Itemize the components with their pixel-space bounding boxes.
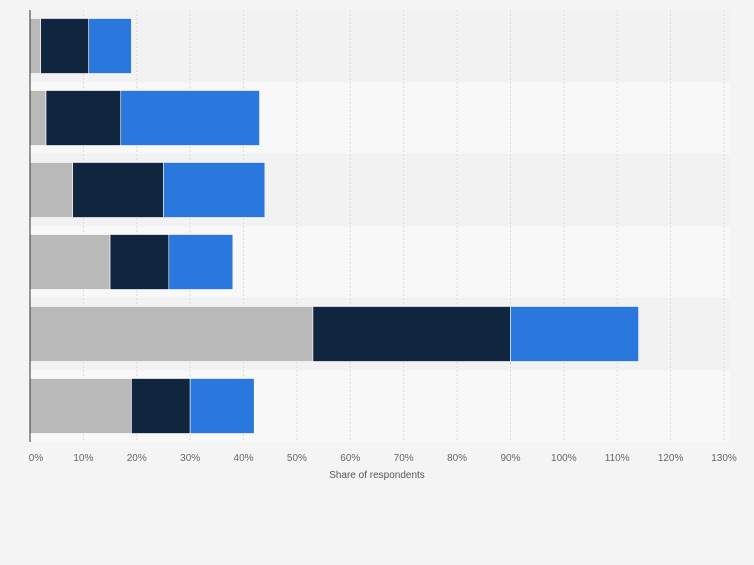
x-tick-label: 110% [605,453,630,464]
bar-row1-series3[interactable] [88,18,132,74]
bars [29,18,639,434]
x-tick-label: 60% [340,453,360,464]
bar-row3-series1[interactable] [29,162,74,218]
bar-row6-series3[interactable] [189,378,255,434]
x-axis-title: Share of respondents [329,470,425,481]
x-tick-label: 10% [73,453,93,464]
bar-row2-series1[interactable] [29,90,47,146]
gridlines [82,10,725,442]
bar-row6-series2[interactable] [131,378,191,434]
row-bands [30,10,730,442]
x-axis-ticks: 0% 10% 20% 30% 40% 50% 60% 70% 80% 90% 100% 110% 120… [29,453,737,464]
bar-row6-series1[interactable] [29,378,132,434]
x-tick-label: 40% [234,453,254,464]
x-tick-label: 80% [447,453,467,464]
bar-row5-series1[interactable] [29,306,314,362]
x-tick-label: 120% [658,453,684,464]
x-tick-label: 0% [29,453,44,464]
x-tick-label: 30% [180,453,200,464]
bar-row2-series3[interactable] [120,90,260,146]
x-tick-label: 90% [500,453,520,464]
bar-row1-series2[interactable] [40,18,90,74]
bar-row5-series3[interactable] [510,306,639,362]
x-tick-label: 130% [711,453,737,464]
x-tick-label: 50% [287,453,307,464]
bar-row4-series2[interactable] [109,234,170,290]
bar-row2-series2[interactable] [45,90,122,146]
x-tick-label: 70% [394,453,414,464]
row-band [30,10,730,82]
x-tick-label: 100% [551,453,577,464]
bar-row1-series1[interactable] [29,18,41,74]
bar-row3-series2[interactable] [72,162,164,218]
bar-row4-series1[interactable] [29,234,111,290]
bar-row4-series3[interactable] [168,234,234,290]
bar-row5-series2[interactable] [312,306,511,362]
x-tick-label: 20% [127,453,147,464]
bar-row3-series3[interactable] [163,162,266,218]
